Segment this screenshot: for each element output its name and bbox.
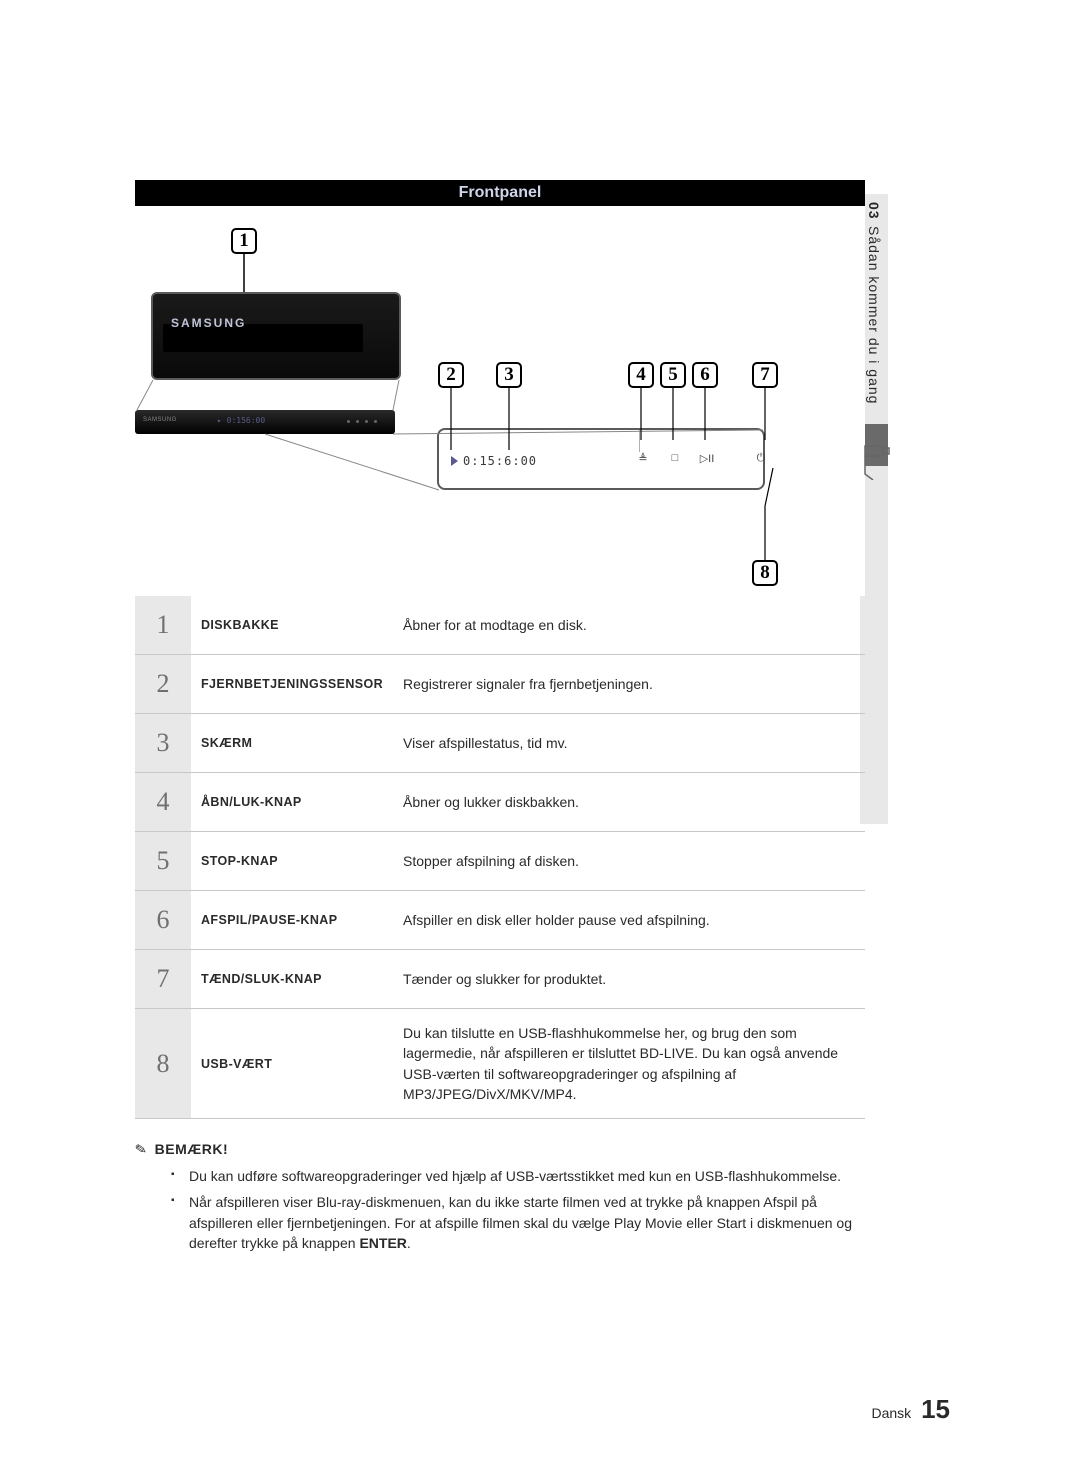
player-buttons-small (347, 414, 377, 423)
row-desc: Du kan tilslutte en USB-flashhukommelse … (393, 1009, 865, 1119)
play-indicator-icon (451, 456, 458, 466)
callout-6: 6 (692, 362, 718, 388)
footer-language: Dansk (872, 1405, 912, 1421)
callout-8: 8 (752, 560, 778, 586)
row-desc: Afspiller en disk eller holder pause ved… (393, 891, 865, 950)
table-row: 8 USB-VÆRT Du kan tilslutte en USB-flash… (135, 1009, 865, 1119)
callout-4: 4 (628, 362, 654, 388)
note-item: Når afspilleren viser Blu-ray-diskmenuen… (171, 1192, 865, 1253)
control-panel-zoom: 0:15:6:00 ≜ □ ▷II ⏻ (437, 428, 765, 490)
player-display-small: ▸ 0:156:00 (217, 416, 265, 425)
page-footer: Dansk 15 (872, 1394, 951, 1425)
row-label: FJERNBETJENINGSSENSOR (191, 655, 393, 714)
table-row: 7 TÆND/SLUK-KNAP Tænder og slukker for p… (135, 950, 865, 1009)
note-heading: BEMÆRK! (155, 1141, 229, 1157)
note-block: ✎ BEMÆRK! Du kan udføre softwareopgrader… (135, 1141, 865, 1253)
note-icon: ✎ (134, 1140, 149, 1159)
row-number: 2 (135, 655, 191, 714)
table-row: 2 FJERNBETJENINGSSENSOR Registrerer sign… (135, 655, 865, 714)
parts-table-body: 1 DISKBAKKE Åbner for at modtage en disk… (135, 596, 865, 1119)
brand-logo: SAMSUNG (171, 316, 246, 330)
row-label: STOP-KNAP (191, 832, 393, 891)
play-pause-icon: ▷II (693, 452, 721, 465)
callout-7: 7 (752, 362, 778, 388)
row-label: ÅBN/LUK-KNAP (191, 773, 393, 832)
row-label: AFSPIL/PAUSE-KNAP (191, 891, 393, 950)
front-panel-diagram: 1 2 3 4 5 6 7 8 SAMSUNG SAMSUNG ▸ 0:156:… (135, 206, 865, 596)
table-row: 1 DISKBAKKE Åbner for at modtage en disk… (135, 596, 865, 655)
row-number: 1 (135, 596, 191, 655)
row-number: 4 (135, 773, 191, 832)
row-desc: Åbner for at modtage en disk. (393, 596, 865, 655)
open-close-icon: ≜ (633, 452, 653, 465)
panel-divider (639, 430, 640, 452)
row-desc: Tænder og slukker for produktet. (393, 950, 865, 1009)
note-list: Du kan udføre softwareopgraderinger ved … (171, 1166, 865, 1253)
note-text-pre: Når afspilleren viser Blu-ray-diskmenuen… (189, 1194, 852, 1251)
panel-display-text: 0:15:6:00 (463, 454, 537, 468)
row-label: USB-VÆRT (191, 1009, 393, 1119)
callout-3: 3 (496, 362, 522, 388)
note-item: Du kan udføre softwareopgraderinger ved … (171, 1166, 865, 1186)
player-front-view: SAMSUNG ▸ 0:156:00 (135, 410, 395, 434)
row-desc: Stopper afspilning af disken. (393, 832, 865, 891)
row-number: 7 (135, 950, 191, 1009)
note-keyword: ENTER (359, 1235, 406, 1251)
note-text-post: . (407, 1235, 411, 1251)
title-bar: Frontpanel (135, 180, 865, 206)
disc-tray-zoom (151, 292, 401, 380)
page-title: Frontpanel (135, 180, 865, 206)
page-content: Frontpanel 1 2 3 4 5 6 (0, 0, 1080, 1319)
power-icon: ⏻ (751, 452, 771, 465)
callout-1: 1 (231, 228, 257, 254)
stop-icon: □ (665, 452, 685, 464)
note-heading-line: ✎ BEMÆRK! (135, 1141, 865, 1158)
row-desc: Registrerer signaler fra fjernbetjeninge… (393, 655, 865, 714)
usb-port-icon (863, 438, 893, 480)
row-label: TÆND/SLUK-KNAP (191, 950, 393, 1009)
row-number: 3 (135, 714, 191, 773)
callout-5: 5 (660, 362, 686, 388)
callout-2: 2 (438, 362, 464, 388)
row-desc: Åbner og lukker diskbakken. (393, 773, 865, 832)
table-row: 5 STOP-KNAP Stopper afspilning af disken… (135, 832, 865, 891)
player-brand-small: SAMSUNG (143, 417, 177, 423)
table-row: 6 AFSPIL/PAUSE-KNAP Afspiller en disk el… (135, 891, 865, 950)
row-desc: Viser afspillestatus, tid mv. (393, 714, 865, 773)
diagram-leader-lines (135, 206, 865, 595)
parts-table: 1 DISKBAKKE Åbner for at modtage en disk… (135, 596, 865, 1119)
note-text: Du kan udføre softwareopgraderinger ved … (189, 1168, 841, 1184)
row-number: 8 (135, 1009, 191, 1119)
row-label: SKÆRM (191, 714, 393, 773)
table-row: 3 SKÆRM Viser afspillestatus, tid mv. (135, 714, 865, 773)
footer-page-number: 15 (921, 1394, 950, 1424)
table-row: 4 ÅBN/LUK-KNAP Åbner og lukker diskbakke… (135, 773, 865, 832)
row-number: 5 (135, 832, 191, 891)
row-label: DISKBAKKE (191, 596, 393, 655)
row-number: 6 (135, 891, 191, 950)
